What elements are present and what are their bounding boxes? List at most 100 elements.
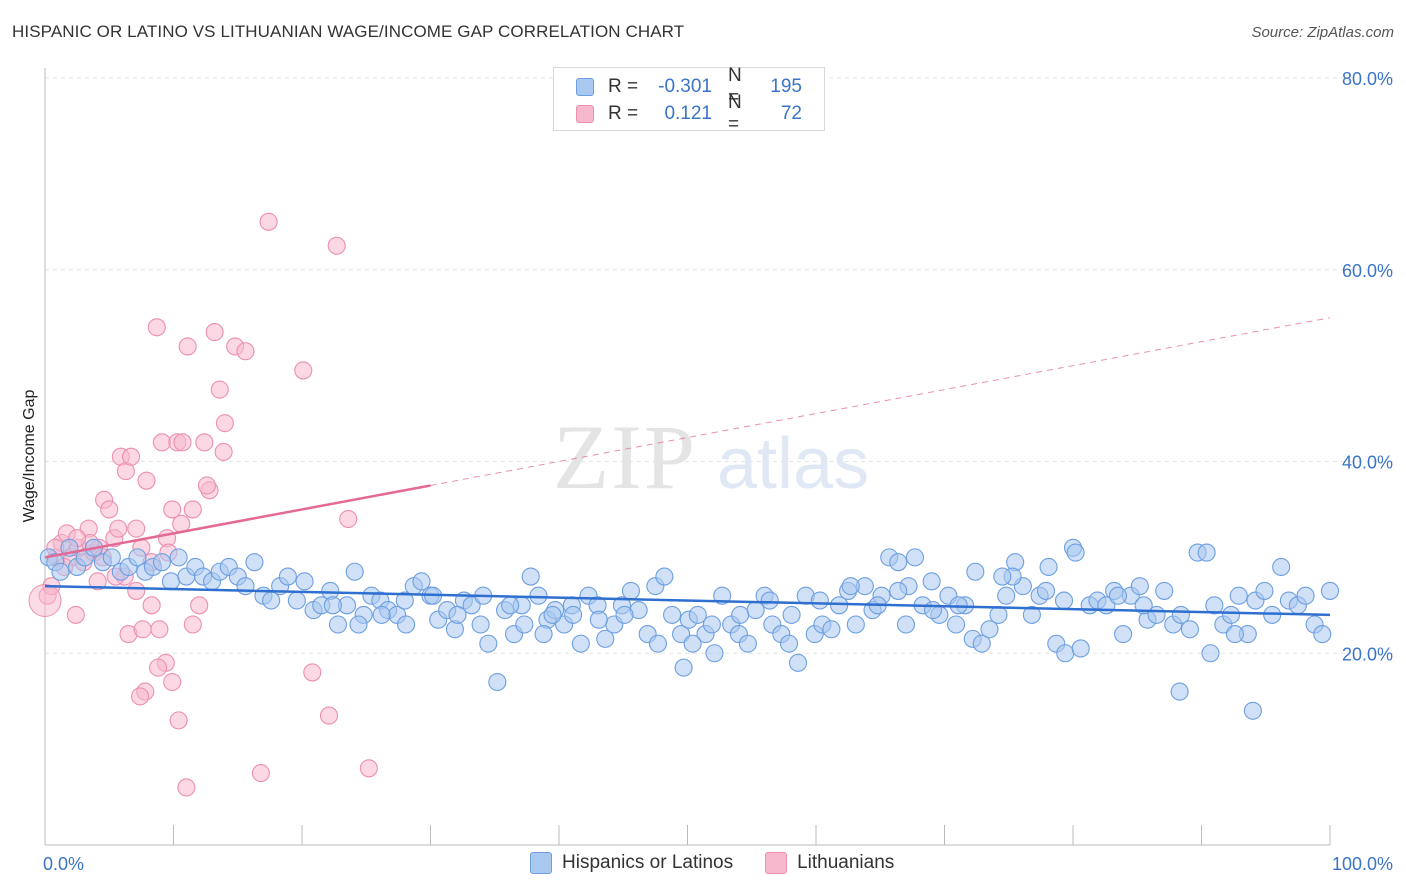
point-hispanics [448,605,467,624]
point-hispanics [972,634,991,653]
axes [44,68,1331,846]
legend-n-value: 72 [780,103,802,124]
point-hispanics [993,567,1012,586]
point-hispanics [702,615,721,634]
point-lithuanians [142,596,161,615]
legend-n-value: 195 [770,76,802,97]
point-lithuanians [339,509,358,529]
point-hispanics [947,615,966,634]
point-hispanics [501,596,520,615]
point-hispanics [841,577,860,596]
legend-r-label: R = [608,103,639,124]
point-hispanics [980,620,999,639]
point-lithuanians [100,500,119,519]
point-hispanics [1039,557,1058,577]
point-hispanics [731,605,750,624]
point-hispanics [128,548,147,567]
point-hispanics [788,653,808,672]
point-hispanics [923,601,942,620]
point-hispanics [1255,581,1274,600]
legend-n-label: N = [728,92,742,135]
point-hispanics [1229,586,1248,605]
legend-box: R = -0.301 N = 195 R = 0.121 N = 72 [553,65,825,135]
point-hispanics [479,634,498,653]
legend-label-lithuanians: Lithuanians [797,852,895,873]
point-hispanics [397,615,416,634]
legend-swatch-pink [765,852,788,874]
point-lithuanians [319,706,339,725]
point-hispanics [328,615,348,634]
legend-row-blue: R = -0.301 N = 195 [576,65,802,108]
point-hispanics [1296,586,1315,605]
x-tick-label: 100.0% [1332,854,1393,874]
bottom-legend: Hispanics or Latinos Lithuanians [530,852,926,874]
point-hispanics [648,634,667,653]
trend-lines [44,317,1331,617]
legend-item-hispanics: Hispanics or Latinos [530,852,733,874]
point-hispanics [1114,625,1133,644]
point-hispanics [683,634,702,653]
point-hispanics [655,567,674,586]
point-lithuanians [183,615,202,634]
point-hispanics [571,634,590,653]
point-lithuanians [327,236,346,255]
legend-r-label: R = [608,76,639,97]
point-hispanics [1201,644,1220,663]
point-hispanics [412,572,431,591]
point-hispanics [51,562,70,581]
point-hispanics [1022,605,1041,624]
point-lithuanians [303,663,322,682]
point-hispanics [663,605,682,624]
point-lithuanians [147,318,166,337]
point-hispanics [1056,644,1075,663]
point-lithuanians [66,605,85,624]
point-lithuanians [88,572,107,591]
point-hispanics [596,629,615,648]
trend-line-lithuanians-extension [430,317,1331,486]
point-lithuanians [205,323,224,342]
y-tick-label: 20.0% [1342,644,1393,664]
point-lithuanians [214,442,233,461]
point-hispanics [521,567,540,586]
point-hispanics [922,572,941,591]
legend-label-hispanics: Hispanics or Latinos [562,852,734,873]
point-hispanics [1197,543,1216,562]
point-lithuanians [359,759,378,778]
point-hispanics [989,605,1008,624]
point-hispanics [534,625,553,644]
point-hispanics [1036,581,1056,600]
watermark-atlas: atlas [717,424,869,504]
watermark-zip: ZIP [553,406,697,508]
legend-r-value: -0.301 [658,76,712,97]
point-hispanics [846,615,865,634]
series-lithuanians [28,212,378,797]
point-lithuanians [163,672,182,692]
point-hispanics [245,553,264,572]
point-hispanics [615,605,634,624]
point-hispanics [672,625,691,644]
point-hispanics [345,562,364,581]
legend-n-label: N = [728,65,742,108]
point-hispanics [1225,625,1244,644]
point-hispanics [1222,605,1241,624]
point-lithuanians [259,212,278,231]
legend-item-lithuanians: Lithuanians [765,852,894,874]
point-hispanics [169,548,188,567]
x-tick-label: 0.0% [43,854,84,874]
point-hispanics [810,591,829,610]
point-lithuanians [173,433,192,452]
point-hispanics [349,615,368,634]
source-label: Source: ZipAtlas.com [1251,24,1394,41]
point-hispanics [889,553,908,572]
point-lithuanians [127,581,146,600]
point-lithuanians [178,337,197,356]
y-tick-label: 80.0% [1342,69,1393,89]
point-hispanics [589,610,608,629]
point-lithuanians [169,711,188,730]
point-hispanics [1108,586,1128,605]
point-hispanics [1205,596,1224,615]
point-lithuanians [28,584,62,618]
point-hispanics [905,548,924,567]
series-hispanics [39,538,1340,720]
